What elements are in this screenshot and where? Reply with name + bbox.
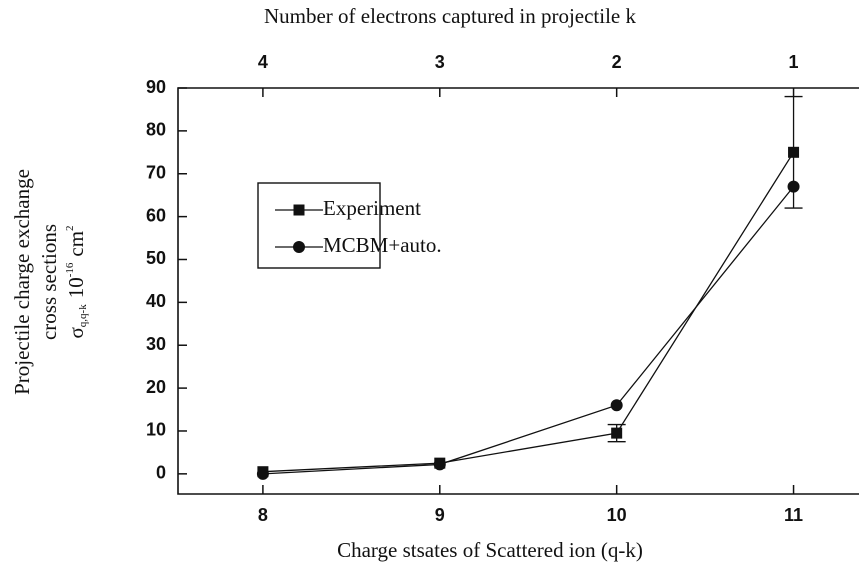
marker [433, 458, 446, 471]
y-tick-label: 10 [146, 420, 166, 440]
marker [611, 427, 623, 439]
marker [256, 467, 269, 480]
legend-box [257, 182, 381, 269]
marker [293, 241, 305, 253]
top-tick-label: 1 [789, 52, 799, 72]
marker [610, 399, 623, 412]
y-tick-label: 70 [146, 162, 166, 182]
y-tick-label: 50 [146, 248, 166, 268]
y-label-line: Projectile charge exchange [10, 169, 34, 395]
exp: 2 [64, 225, 76, 231]
series-line [262, 186, 795, 475]
y-label-line: cross sections [37, 224, 61, 340]
x-tick-label: 11 [784, 505, 803, 525]
x-axis-label: Charge stsates of Scattered ion (q-k) [337, 538, 643, 562]
y-tick-label: 80 [146, 120, 166, 140]
marker [787, 180, 800, 193]
series-line [262, 151, 795, 473]
y-axis-label: Projectile charge exchange cross section… [10, 169, 89, 395]
y-tick-label: 90 [146, 77, 166, 97]
y-unit: σq,q-k 10-16 cm2 [64, 225, 89, 338]
legend-label: Experiment [323, 196, 421, 220]
x-tick-label: 9 [435, 505, 445, 525]
top-tick-label: 4 [258, 52, 268, 72]
top-axis-label: Number of electrons captured in projecti… [264, 4, 637, 28]
y-tick-label: 30 [146, 334, 166, 354]
y-tick-label: 20 [146, 377, 166, 397]
x-tick-label: 8 [258, 505, 268, 525]
unit: cm [64, 231, 88, 257]
plot-frame [177, 87, 859, 495]
marker [788, 146, 800, 158]
top-tick-label: 3 [435, 52, 445, 72]
exp: -16 [64, 262, 76, 277]
y-tick-label: 60 [146, 205, 166, 225]
sub: q,q-k [77, 304, 89, 327]
factor: 10 [64, 277, 88, 298]
marker [293, 204, 305, 216]
sym: σ [64, 327, 88, 338]
legend-label: MCBM+auto. [323, 233, 442, 257]
y-tick-label: 40 [146, 291, 166, 311]
top-tick-label: 2 [612, 52, 622, 72]
x-tick-label: 10 [607, 505, 627, 525]
y-tick-label: 0 [156, 463, 166, 483]
